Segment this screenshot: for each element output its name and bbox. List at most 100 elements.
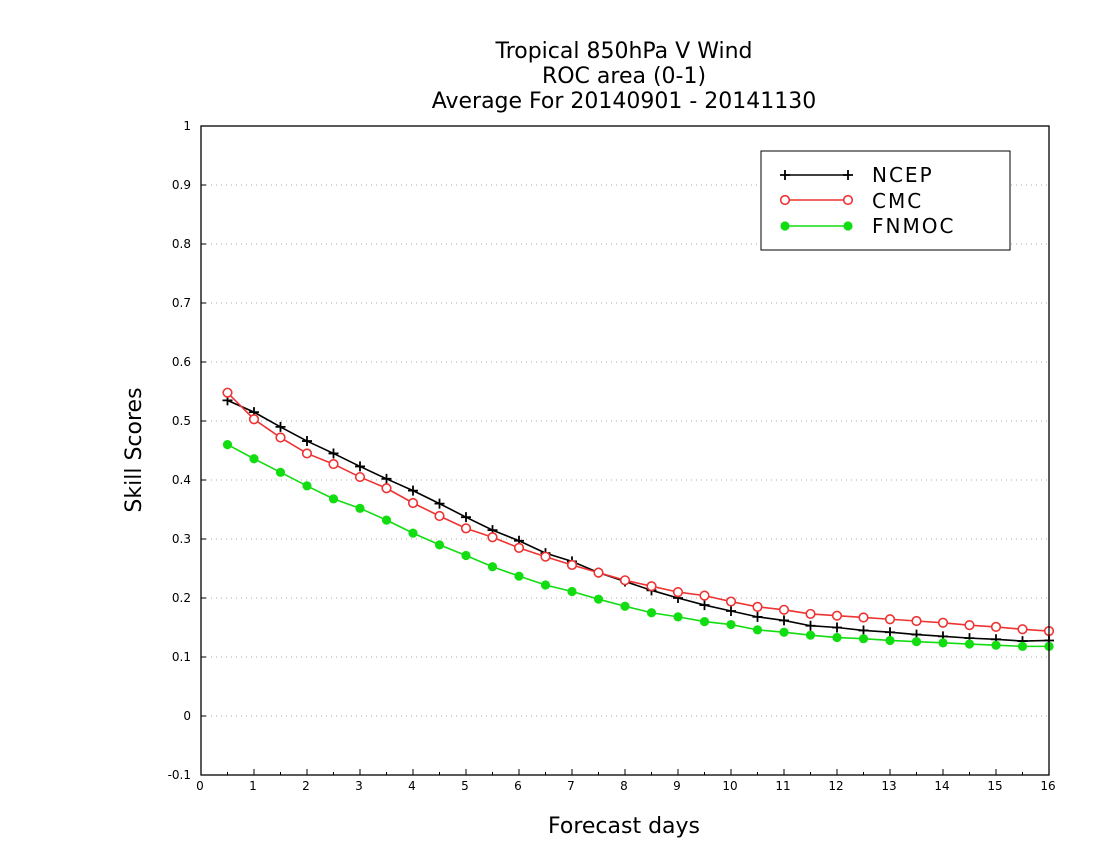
legend-ncep-point <box>843 170 853 180</box>
y-tick-label: 0.5 <box>172 414 191 428</box>
cmc-point <box>699 590 710 601</box>
cmc-point <box>301 448 313 459</box>
legend-label-ncep: NCEP <box>872 163 934 187</box>
cmc-point <box>381 483 392 494</box>
cmc-point <box>275 432 286 443</box>
fnmoc-point <box>620 601 630 611</box>
y-tick-label: 0.4 <box>172 473 191 487</box>
fnmoc-point <box>991 640 1001 650</box>
y-tick-label: -0.1 <box>168 768 191 782</box>
cmc-point <box>460 523 472 534</box>
legend-cmc-point <box>842 194 854 206</box>
x-tick-label: 3 <box>355 779 363 793</box>
fnmoc-point <box>858 634 869 644</box>
fnmoc-point <box>487 562 498 572</box>
ncep-point <box>832 622 842 633</box>
fnmoc-point <box>249 454 259 464</box>
ncep-point <box>381 473 392 484</box>
legend-cmc-point <box>779 194 791 206</box>
cmc-point <box>222 387 233 398</box>
y-tick-label: 0.1 <box>172 650 191 664</box>
fnmoc-point <box>938 638 948 648</box>
x-tick-label: 15 <box>987 779 1002 793</box>
cmc-point <box>805 608 816 620</box>
cmc-point <box>990 621 1002 633</box>
cmc-point <box>407 497 419 509</box>
cmc-point <box>487 532 498 543</box>
fnmoc-point <box>673 612 683 622</box>
fnmoc-point <box>593 594 604 604</box>
series-layer <box>222 387 1055 651</box>
chart-title-line-2: ROC area (0-1) <box>542 64 706 89</box>
legend: NCEP CMC FNMOC <box>760 150 1011 251</box>
cmc-point <box>778 604 790 615</box>
fnmoc-point <box>805 630 816 640</box>
y-tick-label: 0.3 <box>172 532 191 546</box>
ncep-point <box>805 620 816 631</box>
cmc-point <box>911 615 922 627</box>
ncep-point <box>275 421 286 432</box>
y-axis-title: Skill Scores <box>122 387 147 512</box>
fnmoc-point <box>726 619 736 630</box>
fnmoc-point <box>699 617 710 627</box>
cmc-point <box>937 617 949 628</box>
x-tick-label: 10 <box>722 779 737 793</box>
ncep-point <box>461 512 471 523</box>
cmc-point <box>831 610 843 621</box>
y-tick-label: 0.2 <box>172 591 191 605</box>
fnmoc-point <box>832 632 842 643</box>
x-tick-label: 11 <box>775 779 790 793</box>
fnmoc-point <box>752 625 763 635</box>
cmc-point <box>619 575 631 586</box>
cmc-point <box>752 601 763 612</box>
cmc-point <box>434 510 445 522</box>
legend-label-cmc: CMC <box>872 189 923 213</box>
x-tick-label: 12 <box>828 779 843 793</box>
legend-fnmoc-point <box>780 221 790 231</box>
legend-label-fnmoc: FNMOC <box>872 214 955 238</box>
x-axis-title: Forecast days <box>548 814 700 839</box>
y-tick-label: 1 <box>183 119 191 133</box>
x-tick-label: 0 <box>196 779 204 793</box>
x-tick-label: 9 <box>673 779 681 793</box>
fnmoc-point <box>911 637 922 647</box>
y-tick-label: 0.8 <box>172 237 191 251</box>
cmc-point <box>593 567 604 578</box>
ncep-point <box>779 615 789 626</box>
fnmoc-point <box>567 586 577 597</box>
fnmoc-point <box>964 639 975 649</box>
ncep-point <box>726 605 736 616</box>
y-tick-label: 0.6 <box>172 355 191 369</box>
cmc-point <box>672 586 684 598</box>
ncep-point <box>752 611 763 622</box>
x-tick-label: 4 <box>408 779 416 793</box>
chart-title-line-1: Tropical 850hPa V Wind <box>494 39 752 64</box>
ncep-point <box>885 627 895 638</box>
x-tick-label: 2 <box>302 779 310 793</box>
cmc-point <box>884 614 896 625</box>
axis-ticks: -0.100.10.20.30.40.50.60.70.80.910 1 2 3 4 5 6… <box>168 119 1056 793</box>
cmc-point <box>858 612 869 623</box>
ncep-point <box>408 485 418 496</box>
fnmoc-point <box>434 540 445 550</box>
fnmoc-point <box>885 635 895 646</box>
fnmoc-point <box>779 627 789 637</box>
fnmoc-point <box>514 571 524 581</box>
fnmoc-point <box>222 440 233 450</box>
x-tick-label: 1 <box>249 779 257 793</box>
ncep-point <box>858 625 869 636</box>
fnmoc-point <box>355 503 365 513</box>
cmc-point <box>513 542 525 553</box>
fnmoc-point <box>646 608 657 618</box>
x-tick-label: 6 <box>514 779 522 793</box>
ncep-point <box>699 600 710 611</box>
ncep-point <box>328 448 339 459</box>
chart-title-line-3: Average For 20140901 - 20141130 <box>432 89 817 114</box>
fnmoc-point <box>275 467 286 477</box>
legend-ncep-point <box>780 170 790 180</box>
cmc-point <box>328 458 339 470</box>
ncep-point <box>355 461 365 472</box>
cmc-point <box>646 581 657 592</box>
legend-fnmoc-point <box>843 221 853 231</box>
